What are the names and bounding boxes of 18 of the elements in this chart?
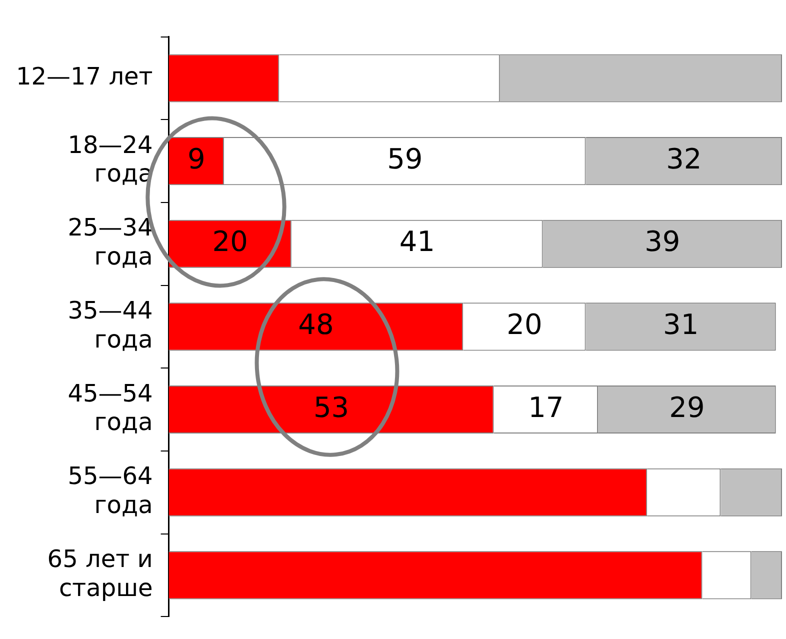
data-label: 20: [506, 308, 542, 341]
data-label: 29: [669, 390, 705, 424]
data-label: 31: [663, 308, 699, 341]
data-label: 39: [644, 225, 680, 258]
data-label: 9: [187, 142, 206, 176]
y-tick-label: 35—44 года: [68, 296, 153, 354]
data-label: 53: [313, 390, 350, 424]
data-label: 41: [399, 225, 435, 258]
data-label: 17: [528, 390, 564, 424]
y-tick-label: 12—17 лет: [16, 62, 153, 90]
data-label: 48: [298, 308, 334, 341]
y-tick-label: 55—64 года: [68, 462, 153, 519]
y-tick-label: 45—54 года: [68, 379, 153, 436]
data-label: 59: [387, 142, 423, 176]
y-tick-label: 65 лет и старше: [47, 545, 153, 602]
data-label: 20: [212, 225, 248, 258]
data-label: 32: [666, 142, 702, 176]
y-tick-label: 25—34 года: [68, 214, 153, 271]
